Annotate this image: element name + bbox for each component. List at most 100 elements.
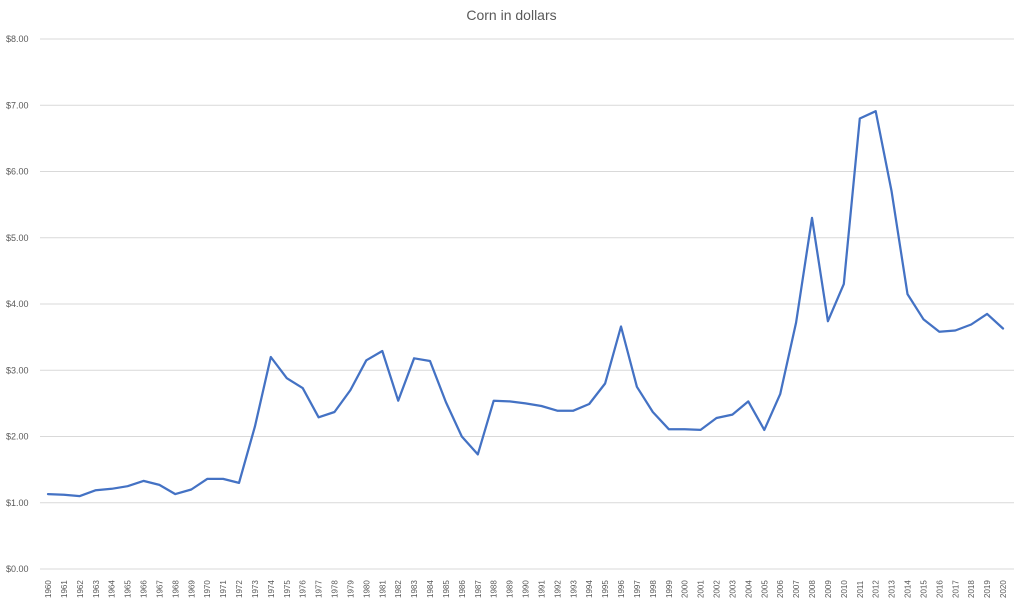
x-tick-label: 2001	[697, 580, 706, 598]
x-tick-label: 1977	[315, 580, 324, 598]
data-point	[667, 427, 671, 431]
x-tick-label: 2019	[983, 580, 992, 598]
x-tick-label: 1994	[585, 580, 594, 598]
y-tick-label: $3.00	[6, 365, 29, 375]
data-point	[778, 392, 782, 396]
series-line	[46, 110, 1005, 498]
data-point	[157, 483, 161, 487]
x-tick-label: 1982	[394, 580, 403, 598]
data-point	[890, 189, 894, 193]
x-tick-label: 1999	[665, 580, 674, 598]
data-point	[444, 400, 448, 404]
data-point	[794, 321, 798, 325]
x-tick-label: 2002	[713, 580, 722, 598]
x-tick-label: 2020	[999, 580, 1008, 598]
x-tick-label: 1998	[649, 580, 658, 598]
data-point	[492, 399, 496, 403]
data-point	[110, 487, 114, 491]
data-point	[906, 292, 910, 296]
data-point	[253, 425, 257, 429]
y-tick-label: $0.00	[6, 564, 29, 574]
data-point	[62, 493, 66, 497]
x-tick-label: 2006	[776, 580, 785, 598]
data-point	[301, 386, 305, 390]
data-point	[221, 477, 225, 481]
x-tick-label: 1980	[362, 580, 371, 598]
data-point	[587, 402, 591, 406]
x-tick-label: 2015	[919, 580, 928, 598]
x-tick-label: 2011	[856, 580, 865, 598]
data-point	[476, 452, 480, 456]
x-axis-ticks: 1960 1961 1962 1963 1964 1965 1966 1967 1968 1969…	[44, 580, 1008, 598]
x-tick-label: 2013	[888, 580, 897, 598]
data-point	[508, 399, 512, 403]
x-tick-label: 1992	[553, 580, 562, 598]
data-point	[173, 492, 177, 496]
x-tick-label: 2008	[808, 580, 817, 598]
x-tick-label: 1978	[331, 580, 340, 598]
x-tick-label: 1987	[474, 580, 483, 598]
x-tick-label: 1968	[171, 580, 180, 598]
data-point	[842, 282, 846, 286]
data-point	[651, 410, 655, 414]
data-point	[858, 117, 862, 121]
x-tick-label: 1989	[506, 580, 515, 598]
data-point	[46, 492, 50, 496]
data-point	[874, 109, 878, 113]
data-point	[603, 382, 607, 386]
x-tick-label: 2009	[824, 580, 833, 598]
x-tick-label: 1979	[346, 580, 355, 598]
y-tick-label: $5.00	[6, 233, 29, 243]
chart-title: Corn in dollars	[466, 7, 557, 23]
x-tick-label: 2016	[935, 580, 944, 598]
data-point	[539, 404, 543, 408]
x-tick-label: 2018	[967, 580, 976, 598]
x-tick-label: 2012	[872, 580, 881, 598]
data-point	[953, 329, 957, 333]
series-layer	[46, 109, 1005, 498]
x-tick-label: 1974	[267, 580, 276, 598]
x-tick-label: 1975	[283, 580, 292, 598]
x-tick-label: 1967	[155, 580, 164, 598]
data-point	[937, 330, 941, 334]
y-tick-label: $4.00	[6, 299, 29, 309]
data-point	[826, 319, 830, 323]
data-point	[94, 488, 98, 492]
data-point	[348, 388, 352, 392]
x-tick-label: 2005	[760, 580, 769, 598]
x-tick-label: 1988	[490, 580, 499, 598]
x-tick-label: 2003	[728, 580, 737, 598]
data-point	[921, 317, 925, 321]
data-point	[412, 356, 416, 360]
x-tick-label: 1990	[522, 580, 531, 598]
x-tick-label: 1969	[187, 580, 196, 598]
x-tick-label: 1993	[569, 580, 578, 598]
x-tick-label: 1986	[458, 580, 467, 598]
data-point	[619, 325, 623, 329]
x-tick-label: 1971	[219, 580, 228, 598]
x-tick-label: 2010	[840, 580, 849, 598]
x-tick-label: 1960	[44, 580, 53, 598]
x-tick-label: 1983	[410, 580, 419, 598]
data-point	[78, 494, 82, 498]
y-tick-label: $1.00	[6, 498, 29, 508]
x-tick-label: 1962	[76, 580, 85, 598]
data-point	[762, 428, 766, 432]
x-tick-label: 2004	[744, 580, 753, 598]
data-point	[460, 435, 464, 439]
data-point	[364, 358, 368, 362]
x-tick-label: 1963	[92, 580, 101, 598]
x-tick-label: 1961	[60, 580, 69, 598]
x-tick-label: 1997	[633, 580, 642, 598]
data-point	[1001, 327, 1005, 331]
data-point	[189, 488, 193, 492]
x-tick-label: 1985	[442, 580, 451, 598]
data-point	[428, 359, 432, 363]
x-tick-label: 1970	[203, 580, 212, 598]
x-tick-label: 2007	[792, 580, 801, 598]
data-point	[396, 399, 400, 403]
x-tick-label: 1964	[108, 580, 117, 598]
data-point	[237, 481, 241, 485]
data-point	[746, 399, 750, 403]
